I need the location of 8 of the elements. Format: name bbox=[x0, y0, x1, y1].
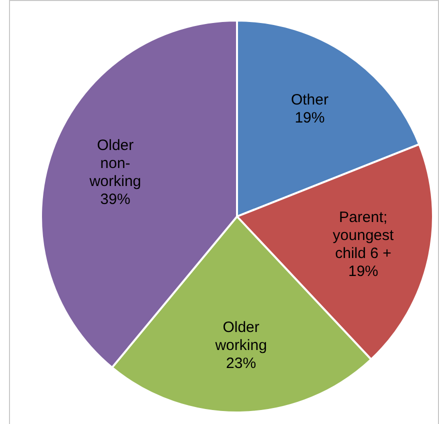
slice-label: Older non-working bbox=[88, 136, 142, 190]
data-label: 19% bbox=[294, 110, 325, 127]
data-label: 19% bbox=[348, 262, 378, 280]
data-label: 23% bbox=[226, 354, 256, 372]
data-label: 39% bbox=[100, 190, 130, 208]
slice-label: Other bbox=[290, 92, 328, 109]
slice-label: Older working bbox=[214, 318, 267, 354]
slice-label: Parent; youngest child 6 + bbox=[332, 208, 395, 262]
